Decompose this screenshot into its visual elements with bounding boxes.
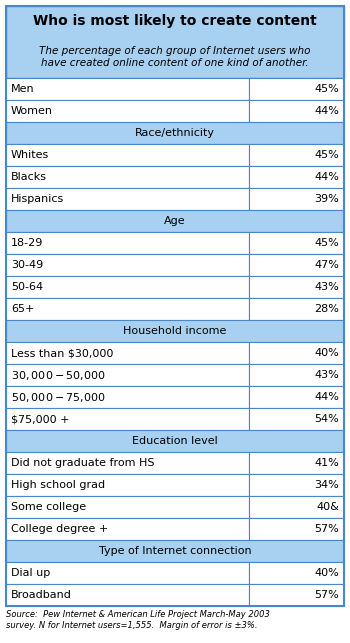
Bar	[249, 474, 344, 496]
Bar	[6, 342, 249, 364]
Text: 39%: 39%	[314, 194, 339, 204]
Bar	[249, 562, 344, 584]
Text: 44%: 44%	[314, 392, 339, 402]
Text: Age: Age	[164, 216, 186, 226]
Bar	[249, 144, 344, 166]
Bar	[6, 276, 249, 298]
Bar	[249, 254, 344, 276]
Bar	[249, 298, 344, 320]
Text: Household income: Household income	[123, 326, 227, 336]
Text: 18-29: 18-29	[11, 238, 43, 248]
Bar	[6, 584, 249, 606]
Bar	[6, 78, 249, 100]
Text: High school grad: High school grad	[11, 480, 105, 490]
Text: 30-49: 30-49	[11, 260, 43, 270]
Bar	[6, 122, 344, 144]
Bar	[6, 518, 249, 540]
Text: 50-64: 50-64	[11, 282, 43, 292]
Bar	[6, 166, 249, 188]
Bar	[6, 386, 249, 408]
Text: Did not graduate from HS: Did not graduate from HS	[11, 458, 154, 468]
Text: $75,000 +: $75,000 +	[11, 414, 70, 424]
Text: 65+: 65+	[11, 304, 34, 314]
Bar	[6, 408, 249, 430]
Text: 45%: 45%	[314, 238, 339, 248]
Text: 44%: 44%	[314, 106, 339, 116]
Bar	[6, 320, 344, 342]
Text: Blacks: Blacks	[11, 172, 47, 182]
Text: $30,000-$50,000: $30,000-$50,000	[11, 368, 106, 381]
Text: 40&: 40&	[316, 502, 339, 512]
Text: 57%: 57%	[314, 524, 339, 534]
Text: Source:  Pew Internet & American Life Project March-May 2003
survey. N for Inter: Source: Pew Internet & American Life Pro…	[6, 610, 270, 630]
Bar	[6, 144, 249, 166]
Bar	[249, 166, 344, 188]
Bar	[249, 232, 344, 254]
Text: Dial up: Dial up	[11, 568, 50, 578]
Bar	[6, 6, 344, 78]
Text: Whites: Whites	[11, 150, 49, 160]
Text: 57%: 57%	[314, 590, 339, 600]
Text: 45%: 45%	[314, 84, 339, 94]
Text: $50,000-$75,000: $50,000-$75,000	[11, 390, 106, 404]
Text: 40%: 40%	[314, 568, 339, 578]
Text: Race/ethnicity: Race/ethnicity	[135, 128, 215, 138]
Bar	[249, 452, 344, 474]
Bar	[249, 584, 344, 606]
Text: 47%: 47%	[314, 260, 339, 270]
Bar	[6, 364, 249, 386]
Bar	[249, 364, 344, 386]
Text: 54%: 54%	[314, 414, 339, 424]
Text: 43%: 43%	[314, 282, 339, 292]
Bar	[249, 518, 344, 540]
Bar	[6, 562, 249, 584]
Bar	[249, 408, 344, 430]
Text: The percentage of each group of Internet users who
have created online content o: The percentage of each group of Internet…	[39, 46, 311, 68]
Text: 28%: 28%	[314, 304, 339, 314]
Bar	[6, 452, 249, 474]
Bar	[249, 386, 344, 408]
Text: Who is most likely to create content: Who is most likely to create content	[33, 14, 317, 28]
Bar	[6, 298, 249, 320]
Text: 41%: 41%	[314, 458, 339, 468]
Text: Some college: Some college	[11, 502, 86, 512]
Bar	[6, 430, 344, 452]
Bar	[6, 540, 344, 562]
Text: Broadband: Broadband	[11, 590, 72, 600]
Text: College degree +: College degree +	[11, 524, 108, 534]
Text: Type of Internet connection: Type of Internet connection	[99, 546, 251, 556]
Text: Men: Men	[11, 84, 35, 94]
Text: Less than $30,000: Less than $30,000	[11, 348, 113, 358]
Bar	[249, 188, 344, 210]
Text: 40%: 40%	[314, 348, 339, 358]
Bar	[249, 78, 344, 100]
Bar	[6, 496, 249, 518]
Bar	[6, 188, 249, 210]
Bar	[6, 474, 249, 496]
Text: 43%: 43%	[314, 370, 339, 380]
Text: Education level: Education level	[132, 436, 218, 446]
Text: 45%: 45%	[314, 150, 339, 160]
Bar	[6, 210, 344, 232]
Text: Women: Women	[11, 106, 53, 116]
Text: 44%: 44%	[314, 172, 339, 182]
Bar	[249, 342, 344, 364]
Bar	[6, 232, 249, 254]
Bar	[6, 100, 249, 122]
Text: 34%: 34%	[314, 480, 339, 490]
Text: Hispanics: Hispanics	[11, 194, 64, 204]
Bar	[6, 254, 249, 276]
Bar	[249, 276, 344, 298]
Bar	[249, 496, 344, 518]
Bar	[249, 100, 344, 122]
